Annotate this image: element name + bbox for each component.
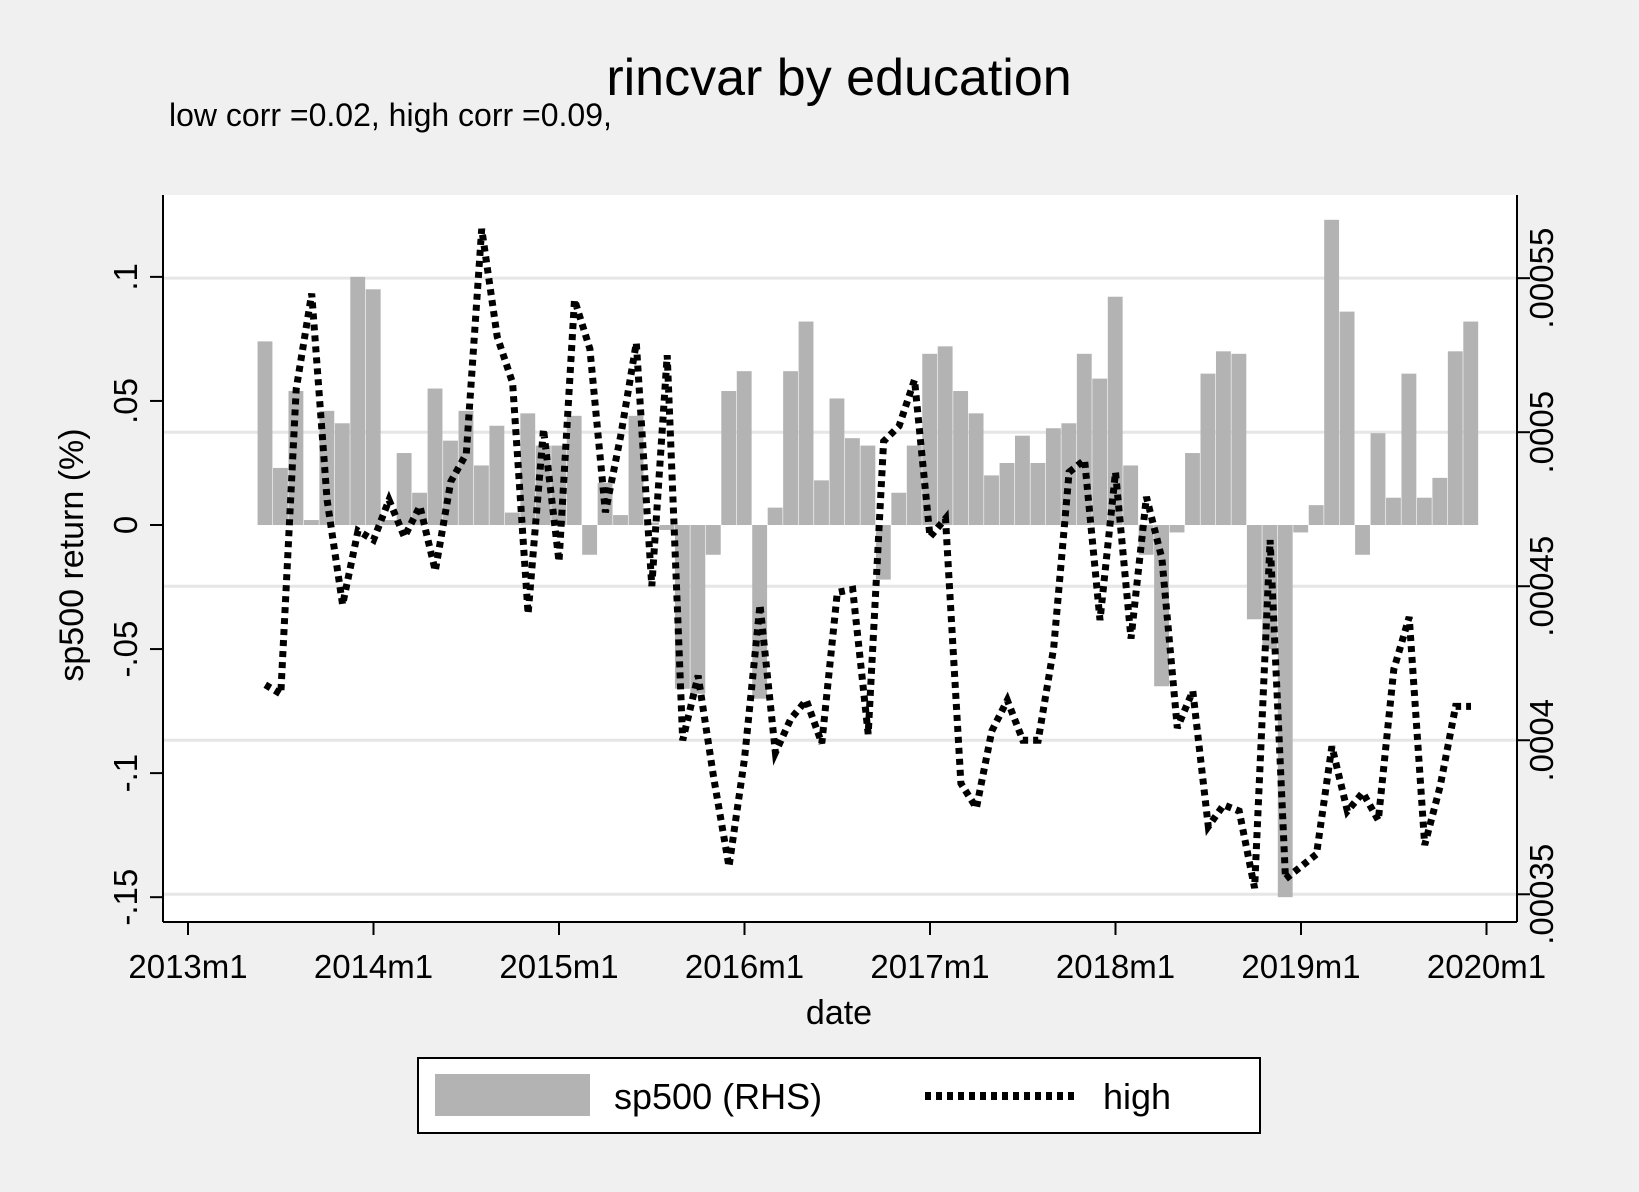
bar [427, 388, 443, 526]
bar [1277, 525, 1293, 898]
bar [303, 520, 319, 525]
bar [566, 415, 582, 525]
bar [489, 425, 505, 525]
bar [1339, 311, 1355, 526]
bar [844, 438, 860, 525]
line-series-high [263, 228, 1471, 889]
bar [582, 525, 598, 555]
bar [798, 321, 814, 525]
bar [1355, 525, 1370, 555]
chart-title: rincvar by education [606, 49, 1071, 107]
right-y-tick-label: .00045 [1523, 536, 1560, 637]
chart-subtitle: low corr =0.02, high corr =0.09, [169, 97, 612, 133]
left-y-tick-label: .1 [107, 263, 144, 291]
legend-label-high: high [1103, 1076, 1171, 1117]
legend: sp500 (RHS) high [417, 1057, 1261, 1134]
bar [1246, 525, 1262, 620]
bar [334, 423, 350, 525]
x-tick-label: 2014m1 [314, 948, 433, 985]
bar [1169, 525, 1185, 533]
bar [1463, 321, 1479, 525]
bar [1092, 378, 1108, 525]
legend-swatch-sp500 [435, 1074, 590, 1116]
bar [906, 445, 922, 525]
x-axis-label: date [806, 994, 872, 1032]
right-y-tick-label: .00035 [1523, 844, 1560, 945]
bar [1107, 296, 1123, 525]
bar [1293, 525, 1309, 533]
bar [1324, 219, 1340, 525]
x-tick-label: 2020m1 [1427, 948, 1546, 985]
bar [1123, 465, 1139, 525]
left-y-ticks: -.15 -.1 -.05 0 .05 .1 [107, 263, 163, 926]
bar [984, 475, 999, 525]
bar [968, 413, 984, 526]
x-tick-label: 2013m1 [128, 948, 247, 985]
bar [381, 520, 397, 525]
bar [273, 467, 288, 526]
right-y-tick-label: .00055 [1523, 228, 1560, 329]
bar [257, 341, 273, 525]
bar [1447, 351, 1463, 526]
bar [613, 515, 628, 525]
bar [953, 391, 969, 526]
bar [814, 480, 829, 525]
bar [365, 289, 381, 526]
legend-label-sp500: sp500 (RHS) [614, 1076, 822, 1117]
bar [1215, 351, 1231, 526]
bar [829, 398, 845, 525]
bar [659, 525, 675, 530]
right-y-ticks: .00035 .0004 .00045 .0005 .00055 [1517, 228, 1560, 945]
bar [350, 276, 366, 525]
left-y-tick-label: -.05 [107, 621, 144, 678]
bar [1030, 462, 1046, 525]
bar [891, 492, 907, 526]
bar [1076, 353, 1092, 525]
right-y-tick-label: .0004 [1523, 699, 1560, 782]
bar [1432, 477, 1448, 525]
x-tick-label: 2015m1 [499, 948, 618, 985]
bar [937, 346, 953, 525]
y-axis-label-left: sp500 return (%) [53, 428, 91, 681]
left-y-tick-label: .05 [107, 378, 144, 424]
bar [860, 445, 876, 525]
bar [922, 353, 938, 525]
bar [999, 462, 1015, 525]
bar [1061, 423, 1077, 525]
bar [1370, 433, 1386, 526]
bar [1200, 373, 1216, 525]
bar [520, 413, 536, 526]
left-y-tick-label: -.15 [107, 869, 144, 926]
right-y-tick-label: .0005 [1523, 391, 1560, 474]
bar [1015, 435, 1030, 525]
left-y-tick-label: -.1 [107, 754, 144, 793]
bar [690, 525, 706, 694]
bar [705, 525, 721, 555]
x-tick-label: 2017m1 [870, 948, 989, 985]
bar [1185, 453, 1200, 526]
bar [1231, 353, 1247, 525]
bar [721, 391, 737, 526]
x-ticks: 2013m1 2014m1 2015m1 2016m1 2017m1 2018m1 2019… [128, 922, 1546, 985]
bar [396, 453, 412, 526]
bar [767, 507, 783, 525]
bar [551, 445, 567, 525]
bar [736, 371, 752, 526]
bar [473, 465, 489, 525]
bar [504, 512, 520, 526]
bar [644, 522, 659, 525]
x-tick-label: 2019m1 [1241, 948, 1360, 985]
bar [1416, 497, 1432, 525]
bar [1386, 497, 1401, 525]
left-y-tick-label: 0 [107, 516, 144, 534]
bar [783, 371, 799, 526]
bar [1045, 428, 1061, 526]
x-tick-label: 2016m1 [685, 948, 804, 985]
bar [1401, 373, 1417, 525]
x-tick-label: 2018m1 [1056, 948, 1175, 985]
bar [1308, 505, 1324, 525]
